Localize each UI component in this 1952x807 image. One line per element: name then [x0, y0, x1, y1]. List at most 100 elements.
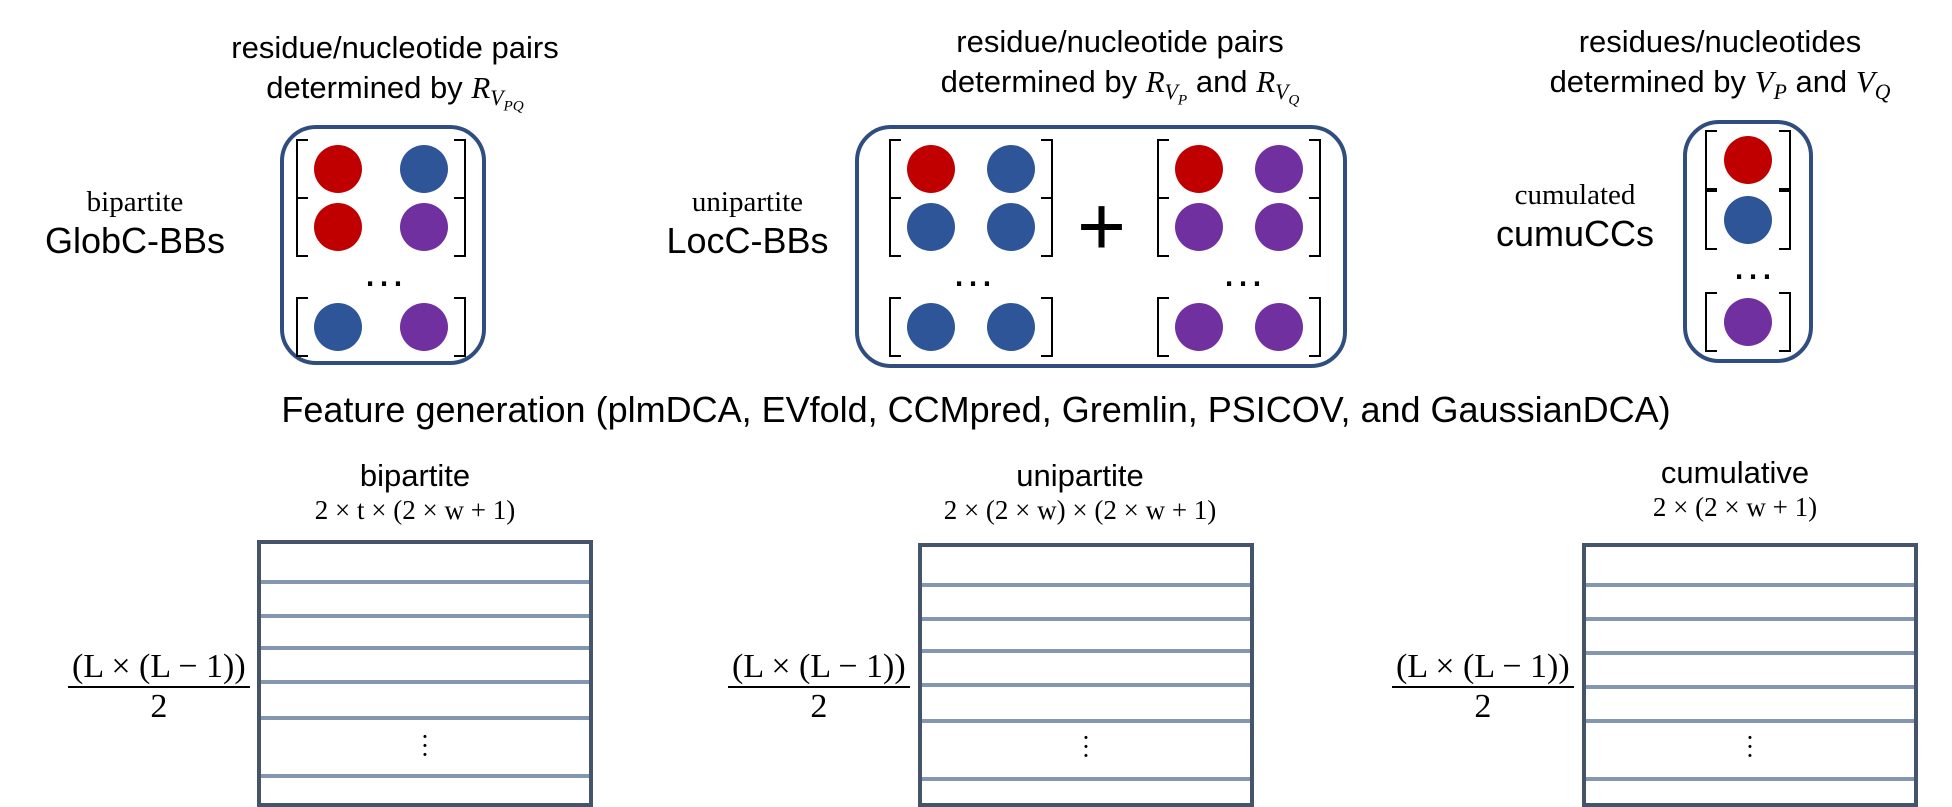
bracket-right: [454, 139, 466, 199]
feature-generation-caption: Feature generation (plmDCA, EVfold, CCMp…: [281, 389, 1671, 430]
cumu-label-big: cumuCCs: [1495, 213, 1655, 254]
red-residue-dot: [314, 203, 362, 251]
plus-sign: +: [1077, 179, 1127, 273]
red-residue-dot: [314, 145, 362, 193]
globc-label: bipartite GlobC-BBs: [20, 185, 250, 263]
row-count-denominator: 2: [150, 688, 168, 725]
bipartite-matrix-title: bipartite 2 × t × (2 × w + 1): [250, 458, 580, 526]
bracket-left: [889, 139, 901, 199]
matrix-row-line: [922, 777, 1250, 781]
bracket-left: [1705, 190, 1717, 250]
bracket-right: [1041, 297, 1053, 357]
red-residue-dot: [907, 145, 955, 193]
globc-r-symbol: R: [471, 70, 491, 105]
row-count-numerator: (L × (L − 1)): [68, 648, 250, 688]
matrix-row-line: [922, 649, 1250, 653]
cumu-header-line2-row: determined by VP and VQ: [1500, 62, 1940, 112]
bracket-left: [889, 197, 901, 257]
bipartite-feature-matrix: · · ·: [257, 540, 593, 807]
bracket-right: [1309, 197, 1321, 257]
row-count-denominator: 2: [1474, 688, 1492, 725]
locc-header-line2-row: determined by RVP and RVQ: [830, 62, 1410, 121]
bracket-right: [1309, 139, 1321, 199]
vertical-ellipsis: · · ·: [1081, 723, 1091, 770]
ellipsis: …: [951, 247, 995, 296]
bracket-right: [1779, 292, 1791, 352]
locc-r-symbol-1: R: [1145, 64, 1165, 99]
cumulative-feature-matrix: · · ·: [1582, 543, 1918, 807]
locc-box: … + …: [855, 125, 1347, 368]
globc-header: residue/nucleotide pairs determined by R…: [150, 28, 640, 127]
bipartite-row-count: (L × (L − 1)) 2: [68, 648, 250, 726]
matrix-row-line: [1586, 617, 1914, 621]
matrix-row-line: [922, 683, 1250, 687]
locc-p-sub: P: [1177, 91, 1188, 109]
locc-r-symbol-2: R: [1256, 64, 1276, 99]
purple-residue-dot: [1255, 145, 1303, 193]
globc-label-big: GlobC-BBs: [44, 220, 226, 261]
globc-header-line2-row: determined by RVPQ: [150, 68, 640, 127]
locc-label-small: unipartite: [691, 186, 804, 218]
unipartite-matrix-title: unipartite 2 × (2 × w) × (2 × w + 1): [870, 458, 1290, 526]
bracket-left: [1705, 130, 1717, 190]
blue-residue-dot: [907, 203, 955, 251]
bracket-right: [454, 297, 466, 357]
vertical-ellipsis: · · ·: [1745, 723, 1755, 770]
purple-residue-dot: [1175, 203, 1223, 251]
bipartite-title: bipartite: [359, 458, 471, 493]
bracket-right: [454, 197, 466, 257]
blue-residue-dot: [907, 303, 955, 351]
cumu-label: cumulated cumuCCs: [1475, 178, 1675, 256]
purple-residue-dot: [1255, 203, 1303, 251]
bracket-right: [1041, 139, 1053, 199]
cumu-label-small: cumulated: [1514, 179, 1636, 211]
globc-label-small: bipartite: [86, 186, 184, 218]
row-count-numerator: (L × (L − 1)): [728, 648, 910, 688]
blue-residue-dot: [987, 203, 1035, 251]
purple-residue-dot: [1255, 303, 1303, 351]
locc-header-line1: residue/nucleotide pairs: [956, 24, 1284, 59]
bracket-left: [296, 197, 308, 257]
locc-label: unipartite LocC-BBs: [640, 185, 855, 263]
matrix-row-line: [922, 617, 1250, 621]
cumu-q-sub: Q: [1874, 80, 1891, 105]
cumu-header-line1: residues/nucleotides: [1578, 24, 1862, 59]
matrix-row-line: [261, 580, 589, 584]
red-residue-dot: [1724, 136, 1772, 184]
bracket-left: [1157, 297, 1169, 357]
cumu-header-line2: determined by: [1549, 64, 1747, 99]
cumu-p-sub: P: [1773, 80, 1787, 105]
locc-header: residue/nucleotide pairs determined by R…: [830, 22, 1410, 121]
globc-header-line1: residue/nucleotide pairs: [231, 30, 559, 65]
bracket-left: [1157, 139, 1169, 199]
locc-q-sub: Q: [1288, 91, 1300, 109]
bracket-left: [296, 139, 308, 199]
matrix-row-line: [261, 614, 589, 618]
blue-residue-dot: [987, 303, 1035, 351]
globc-box: …: [280, 125, 486, 365]
matrix-row-line: [261, 680, 589, 684]
bracket-left: [1157, 197, 1169, 257]
matrix-row-line: [1586, 685, 1914, 689]
cumulative-dims: 2 × (2 × w + 1): [1652, 492, 1818, 522]
locc-and: and: [1195, 64, 1248, 99]
bracket-left: [889, 297, 901, 357]
bracket-left: [1705, 292, 1717, 352]
ellipsis: …: [362, 247, 406, 296]
locc-label-big: LocC-BBs: [666, 220, 829, 261]
unipartite-row-count: (L × (L − 1)) 2: [728, 648, 910, 726]
matrix-row-line: [261, 716, 589, 720]
bracket-right: [1779, 190, 1791, 250]
bracket-right: [1779, 130, 1791, 190]
cumu-header: residues/nucleotides determined by VP an…: [1500, 22, 1940, 112]
vertical-ellipsis: · · ·: [420, 722, 430, 769]
unipartite-feature-matrix: · · ·: [918, 543, 1254, 807]
cumulative-row-count: (L × (L − 1)) 2: [1392, 648, 1574, 726]
globc-v-sub: V: [490, 86, 504, 111]
matrix-row-line: [1586, 777, 1914, 781]
matrix-row-line: [922, 583, 1250, 587]
bracket-left: [296, 297, 308, 357]
cumulative-title: cumulative: [1660, 455, 1810, 490]
bracket-right: [1041, 197, 1053, 257]
locc-v-sub-1: V: [1164, 80, 1178, 105]
